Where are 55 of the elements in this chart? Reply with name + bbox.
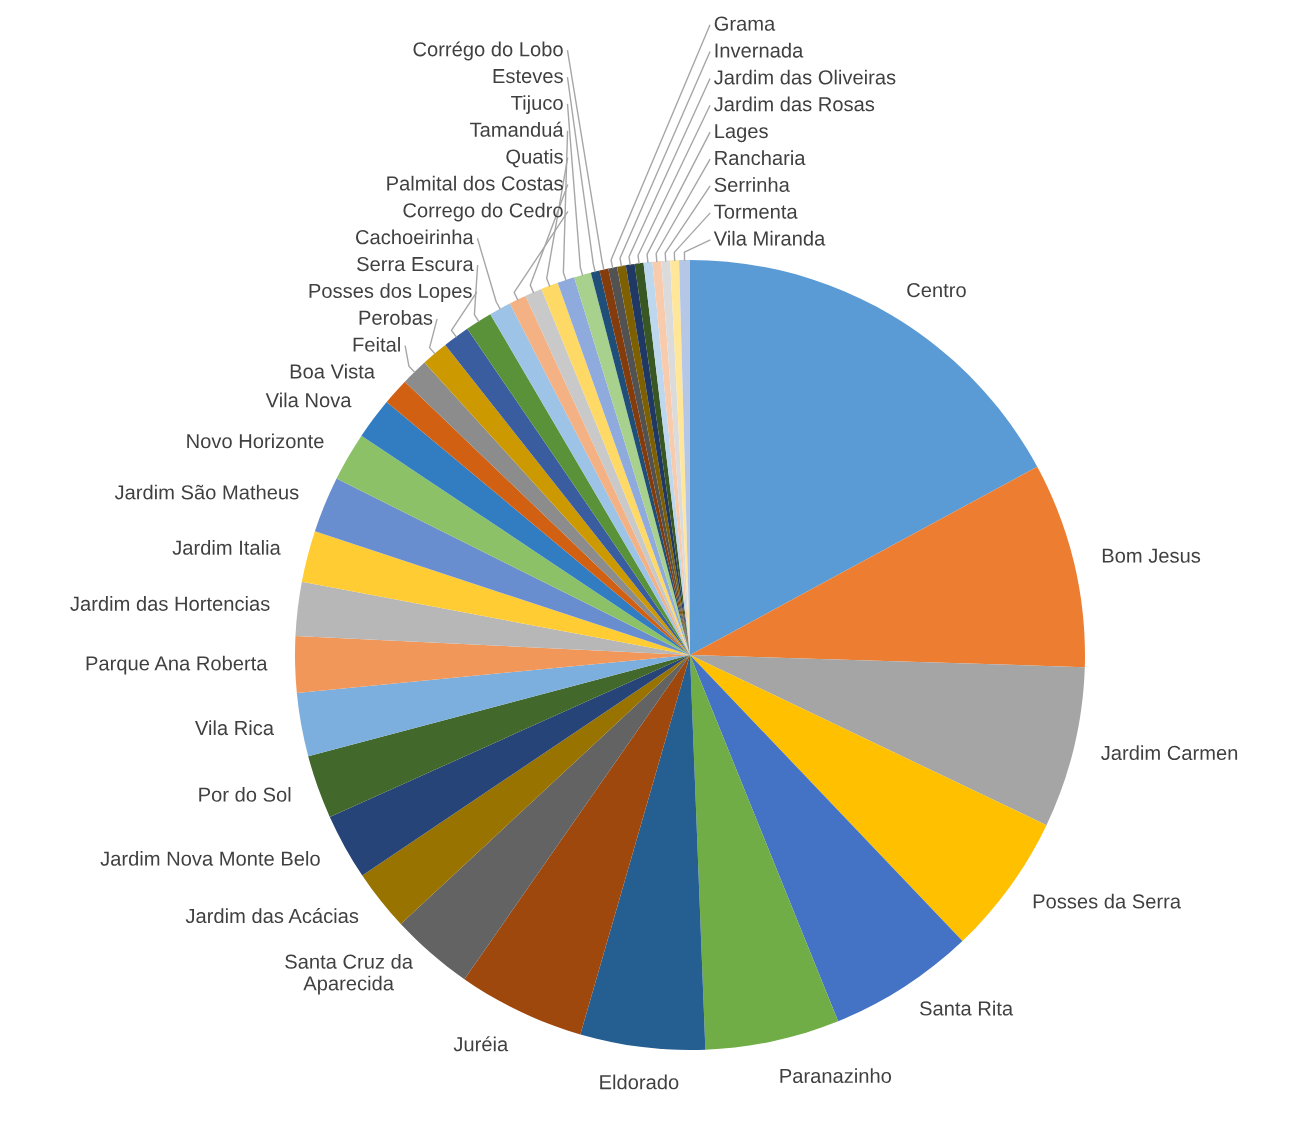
- slice-label: Jardim das Rosas: [714, 96, 875, 112]
- slice-label: Vila Miranda: [713, 230, 826, 246]
- slice-label: Paranazinho: [780, 1068, 892, 1084]
- slice-label: Esteves: [493, 69, 563, 84]
- pie-slice: [690, 655, 1085, 826]
- slice-label: Corrégo do Lobo: [413, 41, 563, 61]
- pie-slice: [308, 655, 690, 818]
- slice-label: Tamanduá: [470, 121, 564, 137]
- slice-label: Vila Nova: [265, 392, 352, 408]
- slice-label: Serrinha: [714, 177, 790, 192]
- pie-slice: [690, 655, 839, 1050]
- pie-slice: [295, 581, 690, 655]
- slice-label: Eldorado: [600, 1074, 679, 1090]
- slice-label: Vila Rica: [194, 720, 275, 736]
- pie-slice: [314, 478, 690, 655]
- pie-slice: [336, 435, 690, 655]
- slice-label: Boa Vista: [290, 363, 375, 379]
- slice-label: Santa Rita: [919, 1000, 1014, 1016]
- slice-label: Cachoeirinha: [356, 229, 474, 245]
- pie-slice: [362, 655, 690, 925]
- slice-label: Tormenta: [714, 204, 798, 219]
- slice-label: Posses da Serra: [1033, 893, 1182, 909]
- slice-label: Jardim Italia: [172, 540, 281, 555]
- pie-slice: [464, 655, 690, 1035]
- pie-slice: [329, 655, 690, 876]
- slice-label: Juréia: [453, 1036, 509, 1052]
- slice-label: Novo Horizonte: [187, 433, 324, 449]
- slice-label: Por do Sol: [199, 786, 291, 802]
- slice-label: Perobas: [359, 310, 433, 325]
- slice-label: Corrego do Cedro: [403, 202, 563, 222]
- slice-label: Grama: [714, 16, 776, 31]
- slice-label: Jardim das Oliveiras: [714, 69, 896, 85]
- slice-label: Tijuco: [511, 95, 563, 114]
- slice-label: Jardim Nova Monte Belo: [100, 851, 320, 866]
- pie-slice: [301, 531, 690, 655]
- slice-label: Centro: [907, 282, 966, 298]
- slice-label: Parque Ana Roberta: [86, 655, 268, 675]
- slice-label: Lages: [715, 124, 768, 143]
- slice-label: Palmital dos Costas: [387, 175, 563, 191]
- slice-label: Quatis: [506, 148, 563, 168]
- pie-slice: [296, 655, 690, 757]
- slice-label: Rancharia: [715, 150, 806, 166]
- pie-slice: [690, 260, 1038, 655]
- pie-slice: [580, 655, 706, 1050]
- slice-label: Jardim das Hortencias: [70, 596, 270, 611]
- slice-label: Bom Jesus: [1102, 548, 1201, 563]
- slice-label: Invernada: [715, 42, 804, 58]
- slice-label: Posses dos Lopes: [309, 283, 472, 303]
- slice-label: Feital: [353, 336, 400, 352]
- slice-label: Serra Escura: [357, 256, 474, 272]
- slice-label: Jardim São Matheus: [114, 484, 299, 500]
- slice-label: Jardim das Acácias: [185, 908, 359, 924]
- slice-label: Jardim Carmen: [1101, 745, 1238, 761]
- slice-label: Santa Cruz da Aparecida: [285, 953, 413, 995]
- pie-slice: [690, 466, 1085, 668]
